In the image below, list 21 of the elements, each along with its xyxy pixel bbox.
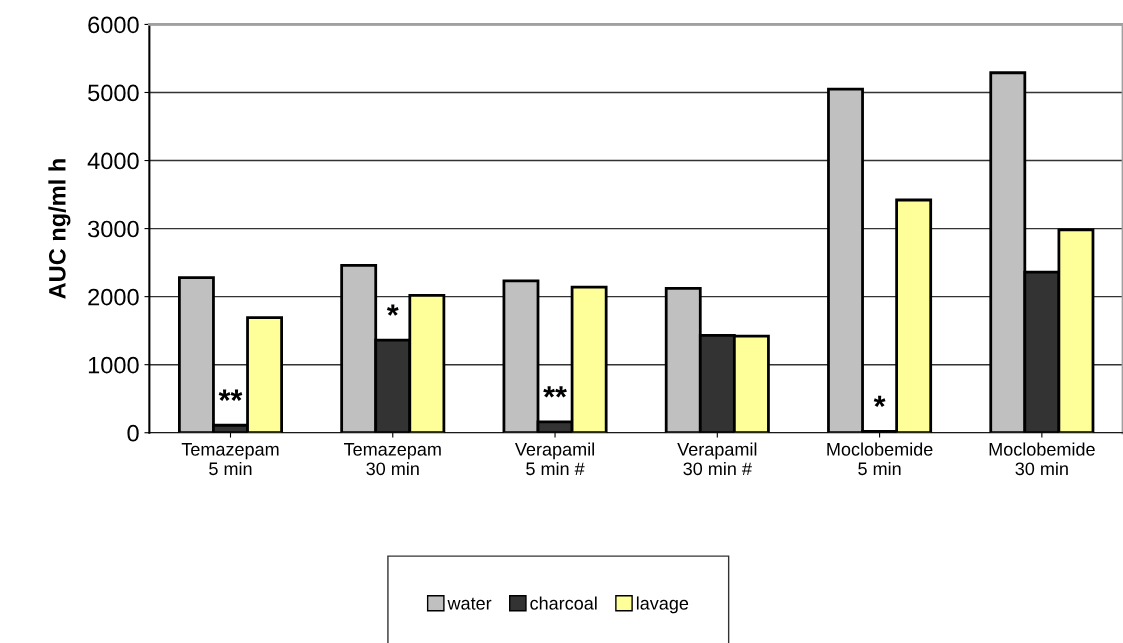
y-tick-label: 4000 <box>87 152 139 170</box>
x-tick-label: Verapamil 30 min # <box>677 442 757 476</box>
y-tick-label: 6000 <box>88 16 139 34</box>
annotation: * <box>873 395 886 408</box>
x-tick-label: Moclobemide 30 min <box>989 442 1095 476</box>
annotation: * <box>386 304 399 316</box>
annotation: ** <box>543 386 567 398</box>
y-tick-label: 2000 <box>88 288 139 306</box>
y-tick-label: 1000 <box>88 356 139 374</box>
y-tick-label: 3000 <box>88 220 139 238</box>
legend-label: water <box>447 597 492 610</box>
x-tick-label: Temazepam 5 min <box>181 443 279 476</box>
x-tick-label: Moclobemide 5 min <box>827 442 933 476</box>
y-axis-title: AUC ng/ml h <box>48 159 71 299</box>
x-tick-label: Temazepam 30 min <box>344 443 441 476</box>
x-tick-label: Verapamil 5 min # <box>514 442 594 476</box>
legend-label: charcoal <box>530 596 597 610</box>
y-tick-label: 5000 <box>88 84 139 102</box>
legend-label: lavage <box>636 596 689 614</box>
y-tick-label: 0 <box>127 424 139 442</box>
annotation: ** <box>218 389 243 401</box>
